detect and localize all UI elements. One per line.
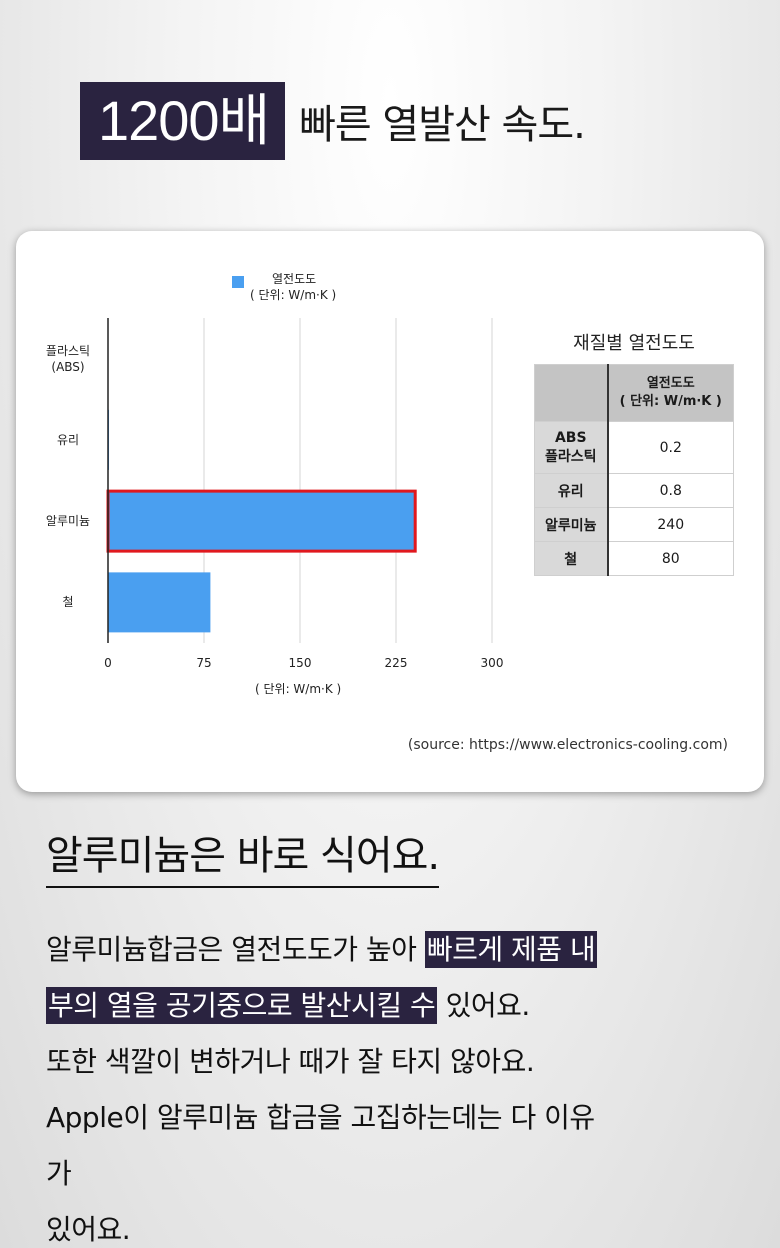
- bar: [108, 572, 211, 633]
- y-category-label: 유리: [56, 432, 80, 447]
- body-paragraph: 알루미늄합금은 열전도도가 높아 빠르게 제품 내 부의 열을 공기중으로 발산…: [46, 922, 726, 1248]
- table-material-cell: 철: [534, 541, 609, 576]
- body-line-4: Apple이 알루미늄 합금을 고집하는데는 다 이유: [46, 1101, 595, 1134]
- table-value-cell: 240: [607, 507, 734, 542]
- x-tick-label: 225: [384, 656, 408, 670]
- table-header-conductivity: 열전도도( 단위: W/m·K ): [607, 364, 734, 422]
- y-category-label: 플라스틱 (ABS): [45, 343, 91, 374]
- legend-swatch: [232, 276, 244, 288]
- table-corner-cell: [534, 364, 609, 422]
- y-category-label: 알루미늄: [45, 514, 91, 529]
- body-line-1: 알루미늄합금은 열전도도가 높아 빠르게 제품 내: [46, 922, 726, 978]
- body-highlight: 부의 열을 공기중으로 발산시킬 수: [46, 987, 438, 1024]
- table-value-cell: 0.8: [607, 473, 734, 508]
- section-heading: 알루미늄은 바로 식어요.: [46, 830, 440, 888]
- table-value-cell: 0.2: [607, 421, 734, 474]
- legend-unit: ( 단위: W/m·K ): [250, 288, 337, 302]
- hero-title: 1200배 빠른 열발산 속도.: [80, 82, 586, 160]
- x-tick-label: 150: [288, 656, 312, 670]
- bar-chart: [106, 318, 493, 643]
- x-tick-label: 75: [196, 656, 212, 670]
- table-row: 유리 0.8: [534, 473, 734, 508]
- table-material-cell: 알루미늄: [534, 507, 609, 542]
- body-text-segment: 있어요.: [437, 989, 531, 1022]
- table-material-cell: ABS 플라스틱: [534, 421, 609, 474]
- body-highlight: 빠르게 제품 내: [424, 931, 598, 968]
- table-row: ABS 플라스틱 0.2: [534, 421, 734, 474]
- legend-series-name: 열전도도: [272, 272, 317, 286]
- body-line-2: 부의 열을 공기중으로 발산시킬 수 있어요.: [46, 978, 726, 1034]
- x-tick-label: 0: [104, 656, 112, 670]
- x-tick-label: 300: [480, 656, 504, 670]
- table-row: 알루미늄 240: [534, 507, 734, 542]
- x-axis-label: ( 단위: W/m·K ): [255, 682, 342, 696]
- body-line-5: 가: [46, 1157, 72, 1190]
- chart-card: 열전도도 ( 단위: W/m·K ) 플라스틱 (ABS) 유리 알루미늄 철 0 75 1…: [16, 231, 764, 792]
- body-line-3: 또한 색깔이 변하거나 때가 잘 타지 않아요.: [46, 1045, 535, 1078]
- hero-highlight: 1200배: [80, 82, 286, 160]
- table-value-cell: 80: [607, 541, 734, 576]
- body-text-segment: 알루미늄합금은 열전도도가 높아: [46, 933, 425, 966]
- table-row: 철 80: [534, 541, 734, 576]
- y-category-label: 철: [62, 595, 74, 610]
- hero-rest: 빠른 열발산 속도.: [299, 102, 586, 148]
- body-line-6: 있어요.: [46, 1213, 131, 1246]
- conductivity-table: 열전도도( 단위: W/m·K ) ABS 플라스틱 0.2 유리 0.8 알루미늄 240…: [534, 364, 734, 576]
- bar-highlighted: [106, 489, 417, 553]
- table-title: 재질별 열전도도: [573, 333, 695, 354]
- table-material-cell: 유리: [534, 473, 609, 508]
- source-citation: (source: https://www.electronics-cooling…: [407, 737, 728, 753]
